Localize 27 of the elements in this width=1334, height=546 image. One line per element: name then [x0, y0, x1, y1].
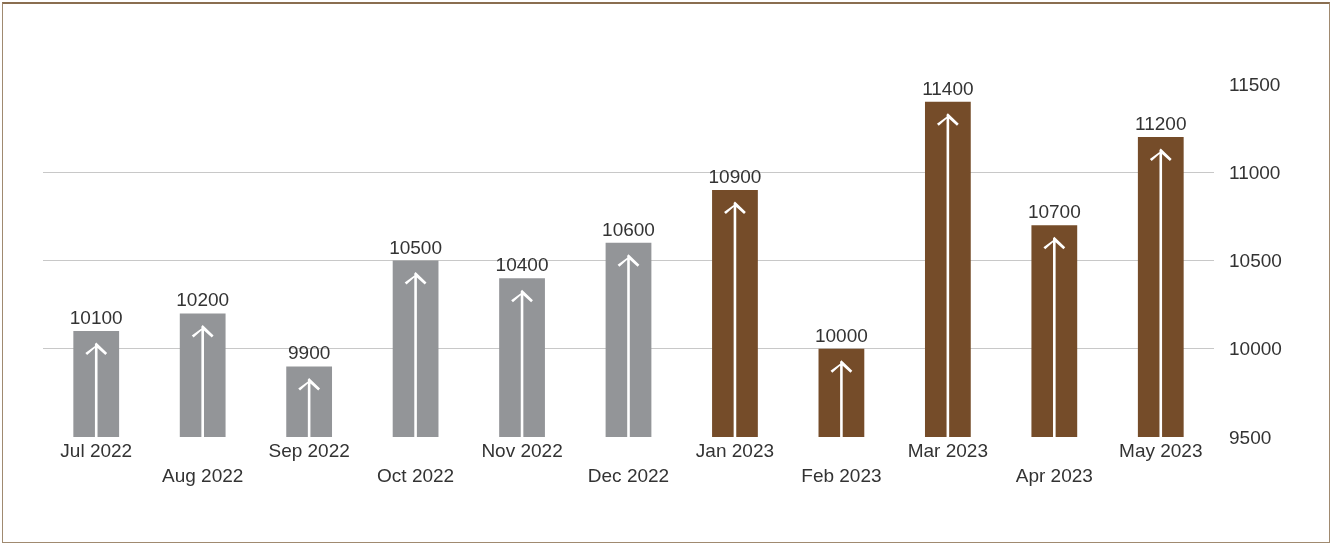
x-tick-label: Jan 2023	[695, 440, 775, 461]
x-tick-label: Apr 2023	[1015, 464, 1093, 486]
data-label: 9900	[287, 342, 331, 364]
data-label: 11400	[922, 77, 974, 99]
x-tick-label: Feb 2023	[801, 464, 882, 486]
data-label: 10900	[708, 165, 762, 187]
data-label: 10200	[176, 289, 230, 311]
data-label: 10400	[495, 254, 549, 276]
y-tick-label: 10000	[1229, 338, 1282, 360]
y-tick-label: 10500	[1229, 250, 1282, 272]
data-label: 11200	[1135, 112, 1187, 134]
data-label: 10500	[389, 236, 443, 258]
data-label: 10100	[69, 307, 123, 329]
data-label: 10000	[814, 324, 868, 346]
x-tick-label: Oct 2022	[377, 464, 455, 486]
y-tick-label: 11500	[1229, 73, 1281, 95]
data-label: 10600	[602, 218, 655, 240]
x-tick-label: May 2023	[1119, 440, 1203, 461]
x-tick-label: Mar 2023	[907, 440, 988, 461]
x-tick-label: Sep 2022	[268, 440, 350, 461]
y-tick-label: 9500	[1229, 426, 1272, 448]
x-tick-label: Dec 2022	[587, 464, 670, 486]
data-label: 10700	[1027, 201, 1081, 223]
x-tick-label: Aug 2022	[162, 464, 244, 486]
y-tick-label: 11000	[1229, 161, 1281, 183]
x-tick-label: Nov 2022	[481, 440, 563, 461]
x-tick-label: Jul 2022	[60, 440, 133, 461]
